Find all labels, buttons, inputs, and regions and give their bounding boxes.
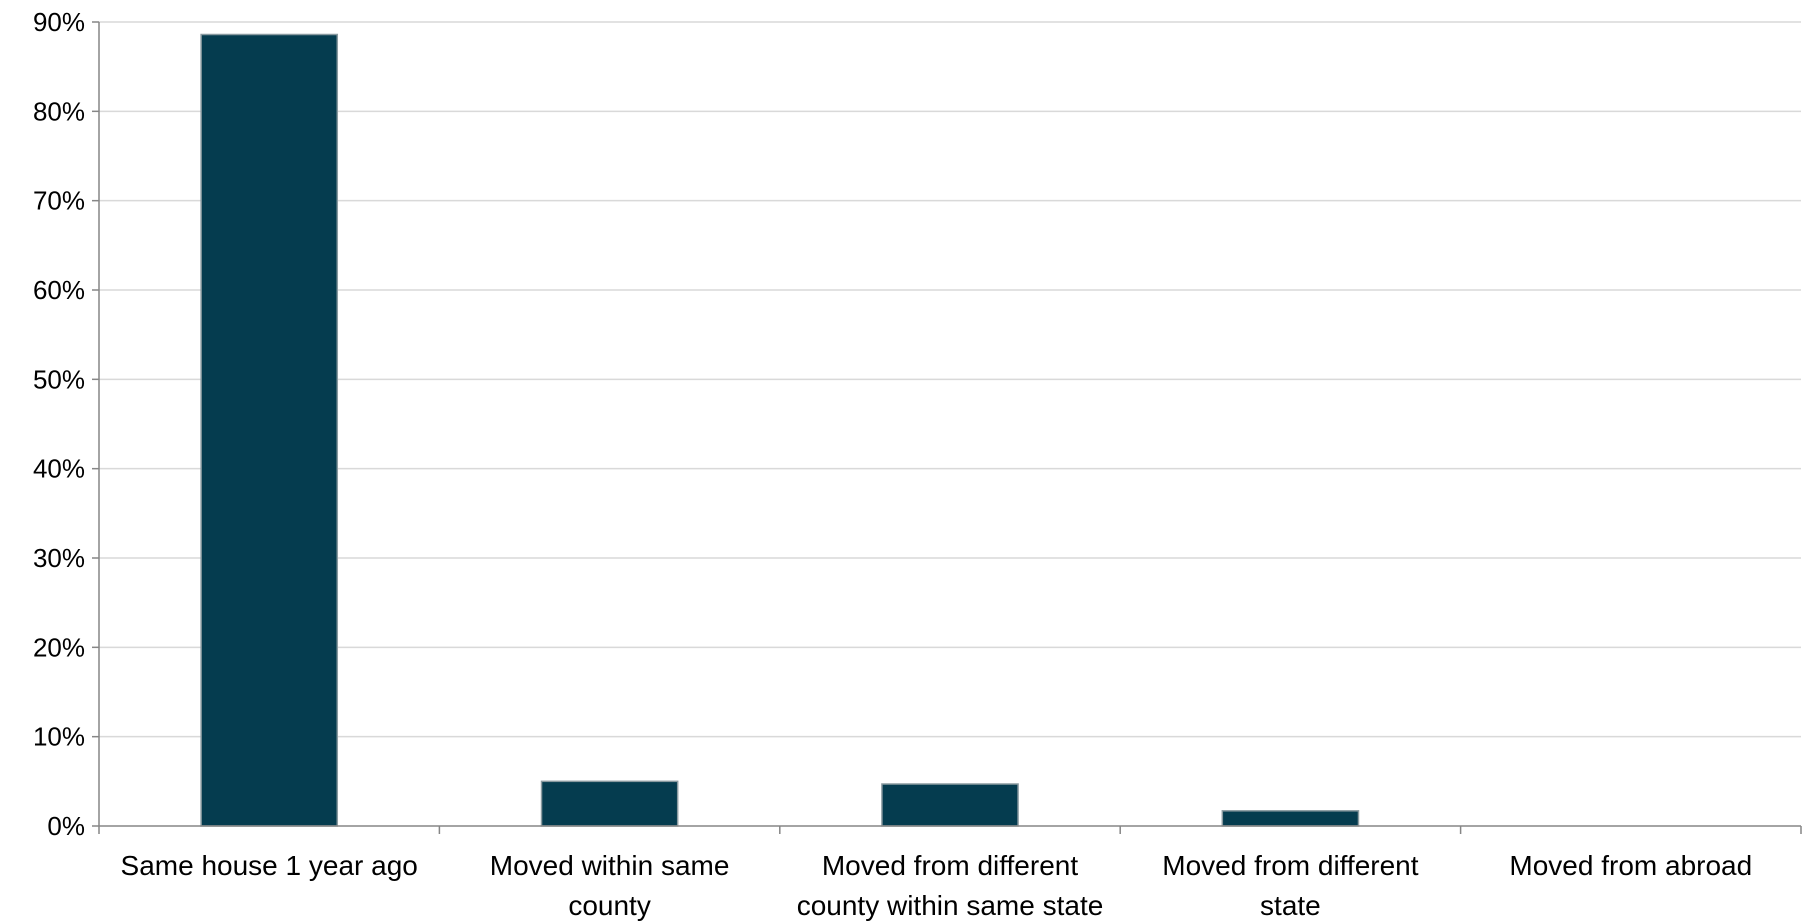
bars <box>200 33 1360 827</box>
bar <box>1221 810 1360 827</box>
y-tick-label: 20% <box>33 632 85 662</box>
bar <box>881 783 1019 827</box>
y-tick-label: 30% <box>33 543 85 573</box>
axes <box>92 21 1802 834</box>
x-category-label-line: county <box>568 890 651 921</box>
y-tick-label: 40% <box>33 454 85 484</box>
y-tick-label: 70% <box>33 186 85 216</box>
y-tick-label: 80% <box>33 96 85 126</box>
x-category-label: Moved from different county within same s… <box>797 850 1104 921</box>
x-category-label-line: Moved within same <box>490 850 730 881</box>
x-category-label-line: Moved from different <box>822 850 1078 881</box>
x-category-label-line: Moved from different <box>1162 850 1418 881</box>
bar <box>200 33 339 827</box>
y-tick-label: 60% <box>33 275 85 305</box>
grid-lines <box>99 21 1801 738</box>
x-category-label: Same house 1 year ago <box>121 850 418 881</box>
x-axis-category-labels: Same house 1 year ago Moved within same co… <box>121 850 1753 921</box>
y-tick-label: 10% <box>33 722 85 752</box>
y-axis-tick-labels: 0% 10% 20% 30% 40% 50% 60% 70% 80% 90% <box>33 7 85 841</box>
x-category-label-line: state <box>1260 890 1321 921</box>
x-category-label-line: county within same state <box>797 890 1104 921</box>
x-category-label-line: Same house 1 year ago <box>121 850 418 881</box>
y-tick-label: 50% <box>33 364 85 394</box>
bar <box>540 780 679 827</box>
x-category-label-line: Moved from abroad <box>1509 850 1752 881</box>
x-category-label: Moved within same county <box>490 850 730 921</box>
y-tick-label: 90% <box>33 7 85 37</box>
x-category-label: Moved from different state <box>1162 850 1418 921</box>
y-tick-label: 0% <box>47 811 85 841</box>
x-category-label: Moved from abroad <box>1509 850 1752 881</box>
